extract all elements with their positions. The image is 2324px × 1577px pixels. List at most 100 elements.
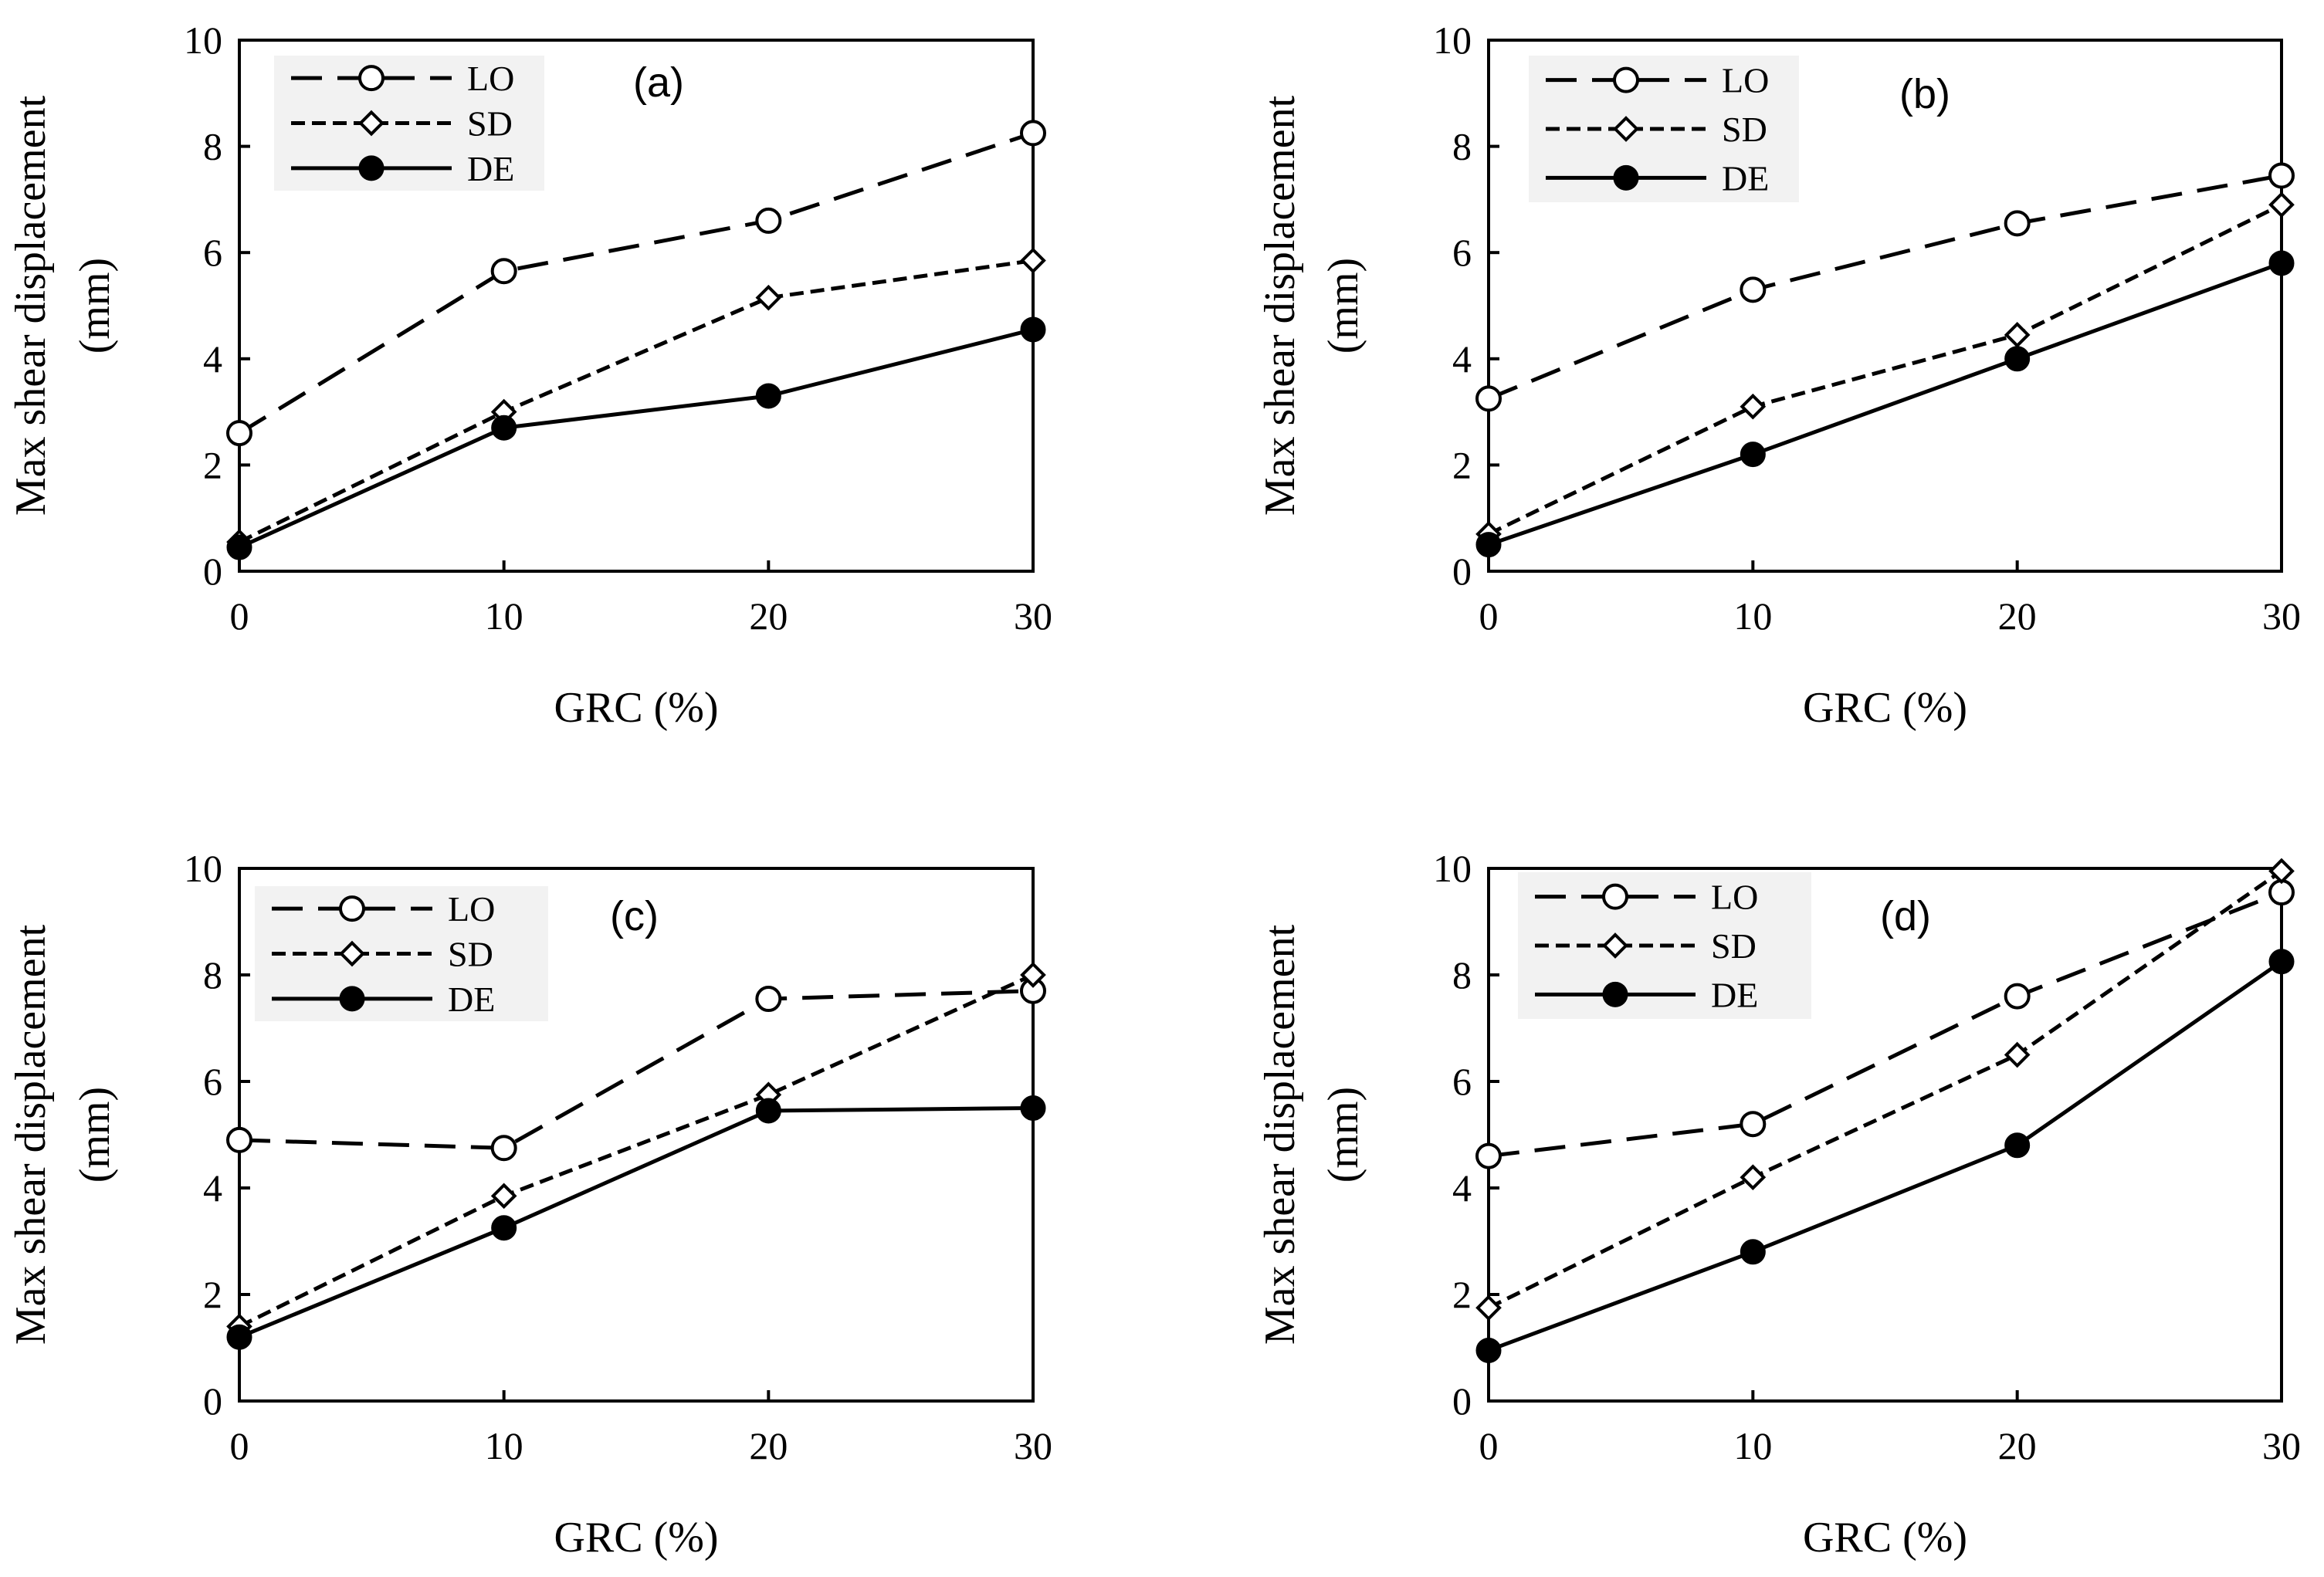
data-point-lo	[2004, 210, 2031, 237]
data-point-lo	[1475, 385, 1502, 412]
data-point-de	[2004, 1132, 2031, 1159]
data-point-de	[1740, 1239, 1766, 1265]
legend-marker-sd	[1602, 932, 1628, 959]
data-point-lo	[755, 207, 782, 234]
legend-label-lo: LO	[467, 59, 514, 98]
x-tick-label: 20	[749, 594, 788, 638]
series-line-de	[1488, 261, 2282, 547]
legend-marker-lo	[1613, 66, 1639, 93]
data-point-lo	[1740, 1111, 1767, 1138]
y-tick-label: 10	[184, 847, 222, 890]
data-point-sd	[1740, 393, 1767, 420]
data-point-de	[2268, 250, 2295, 276]
series-line-lo	[239, 989, 1034, 1150]
data-point-lo	[2268, 162, 2295, 189]
series-line-sd	[238, 973, 1035, 1328]
y-tick-label: 2	[203, 1273, 222, 1316]
x-tick-label: 10	[485, 1424, 523, 1467]
x-tick-label: 30	[1014, 594, 1052, 638]
y-tick-label: 10	[1433, 847, 1472, 890]
legend-label-sd: SD	[448, 935, 493, 974]
y-axis-label-units: (mm)	[1320, 1087, 1367, 1183]
y-axis-label: Max shear displacement	[7, 924, 55, 1345]
data-point-lo	[226, 1126, 252, 1153]
legend-marker-lo	[339, 895, 365, 922]
x-tick-label: 30	[1014, 1424, 1052, 1467]
y-tick-label: 10	[184, 19, 222, 62]
x-tick-label: 0	[230, 1424, 249, 1467]
data-point-sd	[2004, 1041, 2031, 1068]
data-point-lo	[490, 258, 517, 285]
data-point-de	[226, 1324, 252, 1350]
series-line-de	[239, 1106, 1034, 1339]
y-tick-label: 8	[1452, 953, 1472, 997]
x-tick-label: 0	[1479, 594, 1499, 638]
series-line-de	[1488, 959, 2283, 1352]
data-point-sd	[2004, 322, 2031, 348]
legend-label-sd: SD	[1722, 110, 1767, 149]
series-line-lo	[1488, 890, 2282, 1159]
x-tick-label: 20	[1998, 1424, 2037, 1467]
data-point-sd	[755, 284, 782, 311]
data-point-de	[2268, 949, 2295, 975]
legend-marker-sd	[339, 940, 365, 967]
data-point-sd	[2268, 858, 2295, 885]
chart-panel-4: 0 2 4 6 8 10 0 10 20 30 GRC (%) Max shear displacem…	[1256, 847, 2301, 1562]
y-tick-label: 2	[1452, 1273, 1472, 1316]
y-tick-label: 8	[1452, 125, 1472, 168]
panel-label: (a)	[633, 59, 684, 106]
legend-marker-de	[339, 986, 365, 1012]
legend-marker-sd	[1613, 116, 1639, 142]
data-point-lo	[1020, 120, 1046, 147]
y-tick-label: 6	[203, 1060, 222, 1103]
data-point-de	[1475, 1337, 1502, 1363]
y-axis-label: Max shear displacement	[7, 95, 55, 516]
legend-marker-lo	[358, 65, 385, 92]
data-point-sd	[2268, 191, 2295, 218]
series-line-sd	[1487, 203, 2283, 536]
y-tick-label: 6	[203, 231, 222, 274]
y-axis-label-units: (mm)	[71, 1087, 119, 1183]
legend-label-sd: SD	[1711, 926, 1757, 966]
y-axis-label: Max shear displacement	[1256, 95, 1304, 516]
plot-frame	[238, 39, 1035, 573]
legend-marker-sd	[358, 110, 385, 137]
chart-panel-1: 0 2 4 6 8 10 0 10 20 30 GRC (%) Max shear displacem…	[7, 19, 1052, 732]
y-tick-label: 0	[1452, 550, 1472, 593]
plot-frame	[1487, 867, 2283, 1403]
data-point-de	[755, 383, 781, 409]
series-line-sd	[1487, 869, 2283, 1310]
y-tick-label: 6	[1452, 231, 1472, 274]
data-point-lo	[490, 1135, 517, 1162]
data-point-de	[226, 534, 252, 560]
y-tick-label: 8	[203, 953, 222, 997]
y-tick-label: 4	[1452, 337, 1472, 381]
x-tick-label: 0	[1479, 1424, 1499, 1467]
data-point-lo	[755, 986, 782, 1013]
y-axis-label-units: (mm)	[71, 258, 119, 354]
x-tick-label: 10	[1733, 1424, 1772, 1467]
data-point-lo	[2004, 983, 2031, 1010]
x-tick-label: 20	[749, 1424, 788, 1467]
y-axis-label: Max shear displacement	[1256, 924, 1304, 1345]
x-axis-label: GRC (%)	[1803, 1514, 1967, 1562]
data-point-sd	[490, 1183, 517, 1210]
legend-label-lo: LO	[448, 889, 495, 929]
y-tick-label: 4	[203, 1166, 222, 1210]
chart-panel-2: 0 2 4 6 8 10 0 10 20 30 GRC (%) Max shear displacem…	[1256, 19, 2301, 732]
legend-label-de: DE	[1711, 975, 1758, 1014]
legend-marker-de	[1613, 164, 1639, 191]
legend-marker-de	[1602, 981, 1628, 1007]
data-point-lo	[2268, 879, 2295, 906]
x-axis-label: GRC (%)	[554, 684, 718, 732]
x-tick-label: 30	[2262, 1424, 2301, 1467]
y-tick-label: 8	[203, 125, 222, 168]
x-axis-label: GRC (%)	[554, 1514, 718, 1562]
legend-marker-de	[358, 155, 385, 181]
y-tick-label: 0	[203, 550, 222, 593]
panel-label: (c)	[610, 893, 659, 939]
y-tick-label: 0	[1452, 1379, 1472, 1423]
legend-label-lo: LO	[1711, 878, 1758, 917]
legend-label-de: DE	[467, 149, 514, 188]
